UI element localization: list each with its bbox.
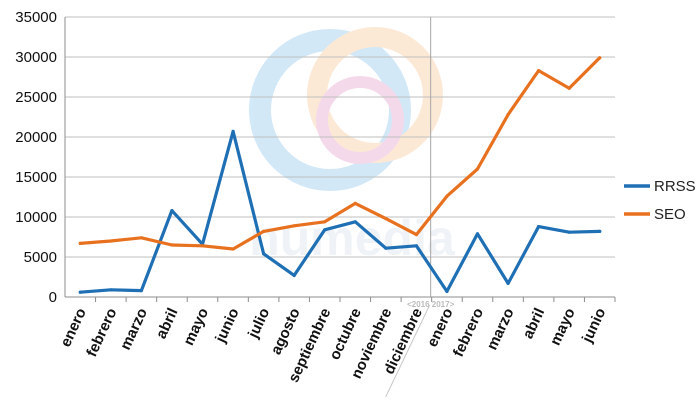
y-tick-label: 35000 [15,9,57,26]
y-tick-label: 5000 [24,249,57,266]
data-point-rrss [109,288,113,292]
data-point-seo [231,247,235,251]
data-point-seo [109,239,113,243]
x-tick-label: julio [244,306,273,342]
legend: RRSS SEO [624,178,696,223]
year-divider: <2016 2017> [385,17,455,398]
data-point-rrss [414,244,418,248]
data-point-rrss [292,273,296,277]
y-tick-label: 25000 [15,89,57,106]
data-point-seo [506,113,510,117]
data-point-rrss [537,225,541,229]
data-point-seo [445,194,449,198]
data-point-seo [139,236,143,240]
data-point-seo [353,201,357,205]
watermark-logo: numedia [249,27,456,266]
data-point-rrss [445,289,449,293]
y-tick-label: 20000 [15,129,57,146]
data-point-rrss [231,129,235,133]
x-tick-label: marzo [117,306,151,353]
y-tick-label: 30000 [15,49,57,66]
data-point-rrss [475,232,480,236]
data-point-seo [384,217,388,221]
legend-label-rrss: RRSS [654,178,696,195]
series-group [78,56,602,294]
data-point-seo [567,86,571,90]
data-point-seo [323,220,327,224]
data-point-rrss [170,209,174,213]
x-tick-label: abril [519,306,548,342]
data-point-rrss [262,252,266,256]
data-point-seo [414,233,418,237]
data-point-seo [537,69,541,73]
y-tick-label: 0 [49,289,57,306]
legend-label-seo: SEO [654,206,686,223]
data-point-rrss [353,220,357,224]
data-point-rrss [78,290,82,294]
data-point-rrss [139,289,143,293]
x-tick-label: junio [578,306,609,347]
x-tick-label: enero [57,306,90,350]
data-point-rrss [567,230,571,234]
data-point-rrss [323,228,327,232]
data-point-seo [170,243,174,247]
data-point-rrss [598,229,602,233]
data-point-seo [262,229,266,233]
series-line-rrss [78,129,602,294]
x-tick-label: mayo [180,306,212,349]
data-point-seo [475,167,480,171]
y-tick-label: 10000 [15,209,57,226]
gridlines [65,16,615,298]
x-tick-label: marzo [484,306,518,353]
data-point-seo [292,224,296,228]
x-tick-label: abril [153,306,182,342]
data-point-seo [598,56,602,60]
data-point-seo [200,244,205,248]
x-tick-label: mayo [547,306,579,349]
divider-label: <2016 2017> [407,300,454,309]
divider-slash [385,304,431,398]
data-point-rrss [384,246,388,250]
data-point-seo [78,241,82,245]
x-tick-label: enero [424,306,457,350]
series-line-seo [78,56,602,251]
data-point-rrss [506,281,510,285]
x-tick-label: junio [212,306,243,347]
y-tick-label: 15000 [15,169,57,186]
